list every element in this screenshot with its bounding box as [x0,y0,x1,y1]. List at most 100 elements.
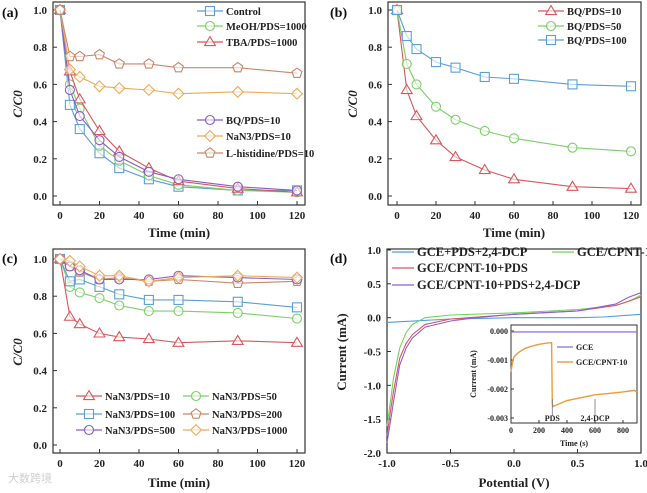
chart-panel-b: (b) 0 20 40 60 80 100 120 0.0 0.2 0.4 0.6 0.8 1.0 Time… [330,1,642,240]
diamond-marker [93,269,106,282]
y-tick-label: -0.5 [364,347,382,359]
diamond-marker [73,260,86,273]
y-axis-label: C/C0 [10,338,25,366]
circle-marker [74,110,85,122]
y-tick-label: 0.0 [33,191,47,203]
circle-marker [232,307,243,318]
square-marker [625,81,637,92]
y-tick-label: 0.4 [33,366,47,378]
square-marker [173,294,184,305]
pentagon-marker [190,408,202,419]
legend-label: MeOH/PDS=1000 [226,22,307,33]
watermark-logo: 大数跨境 [8,471,52,485]
legend-label: NaN3/PDS=200 [212,410,282,421]
y-tick-label: 1.0 [368,5,382,17]
legend-label: NaN3/PDS=1000 [212,426,287,437]
series-4 [53,3,304,100]
circle-marker [625,146,637,157]
series-2 [386,296,642,437]
triangle-marker [203,35,217,47]
series-5 [54,4,303,78]
legend-label: GCE/CPNT-10+PDS [417,261,528,275]
x-tick-label: 120 [289,210,306,222]
square-marker [143,294,154,305]
circle-marker [204,20,216,32]
square-marker [545,34,557,46]
circle-marker [64,84,75,96]
square-marker [430,57,442,68]
diamond-marker [142,275,156,288]
legend-label: BQ/PDS=10 [226,116,280,127]
circle-marker [74,287,85,298]
x-tick-label: 40 [134,210,146,222]
pentagon-marker [232,61,244,73]
series-line [386,296,642,437]
legend-item: NaN3/PDS=10 [197,129,291,143]
square-marker [204,5,216,17]
inset-x-axis-label: Time (s) [560,439,588,448]
y-tick-label: 0.4 [368,117,382,129]
legend-label: BQ/PDS=10 [567,7,621,18]
y-tick-label: 0.2 [33,154,47,166]
y-tick-label: 0.2 [368,154,382,166]
circle-marker [401,58,412,69]
panel-label: (b) [330,6,347,21]
x-axis-label: Potential (V) [478,475,549,490]
y-tick-label: 0.2 [33,403,47,415]
diamond-marker [231,85,244,99]
pentagon-marker [74,50,86,62]
square-marker [291,302,303,313]
square-marker [114,289,125,300]
diamond-marker [93,80,106,93]
pentagon-marker [113,58,125,69]
circle-marker [173,306,184,317]
legend-item: NaN3/PDS=500 [76,424,175,437]
diamond-marker [113,81,126,95]
triangle-marker [142,332,156,344]
chart-panel-d: (d)-1.0 -0.5 0.0 0.5 1.0-2.0-1.5-1.0-0.50.00… [330,245,647,490]
square-marker [567,79,578,90]
x-tick-label: 40 [134,458,146,470]
triangle-marker [231,334,245,345]
y-axis-label: C/C0 [345,90,360,118]
circle-marker [479,125,490,136]
square-marker [83,408,95,420]
legend-item: MeOH/PDS=1000 [197,20,307,33]
circle-marker [567,142,578,153]
series-0 [386,313,642,323]
inset-legend-label: GCE [576,343,593,352]
triangle-marker [400,83,414,95]
legend-item: NaN3/PDS=10 [76,389,170,403]
circle-marker [291,313,303,324]
legend-label: NaN3/PDS=500 [105,426,175,437]
legend-label: TBA/PDS=1000 [226,38,297,49]
triangle-marker [507,172,521,184]
inset-x-tick-label: 600 [589,426,601,435]
legend-item: BQ/PDS=100 [538,34,627,47]
diamond-marker [172,87,185,100]
series-1 [54,253,303,324]
inset-x-tick-label: 0 [509,426,513,435]
y-tick-label: 1.0 [33,254,47,266]
circle-marker [143,306,154,317]
x-tick-label: 60 [173,458,185,470]
circle-marker [143,166,154,177]
triangle-marker [478,163,492,175]
diamond-marker [63,63,77,76]
legend-item: BQ/PDS=50 [538,20,621,33]
diamond-marker [290,87,304,100]
diamond-marker [142,83,156,97]
series-0 [390,3,638,193]
square-marker [479,71,490,83]
pentagon-marker [64,50,76,62]
inset-legend-label: GCE/CPNT-10 [576,358,627,367]
inset-x-tick-label: 200 [533,426,545,435]
x-axis-label: Time (min) [148,225,210,240]
circle-marker [232,181,243,192]
diamond-marker [203,129,217,143]
series-0 [53,252,304,347]
triangle-marker [93,326,106,338]
x-tick-label: 40 [470,210,482,222]
chart-panel-c: (c) 0 20 40 60 80 100 120 0.0 0.2 0.4 0.6 0.8 1.0 Time… [2,248,306,490]
y-tick-label: 0.8 [368,42,382,54]
